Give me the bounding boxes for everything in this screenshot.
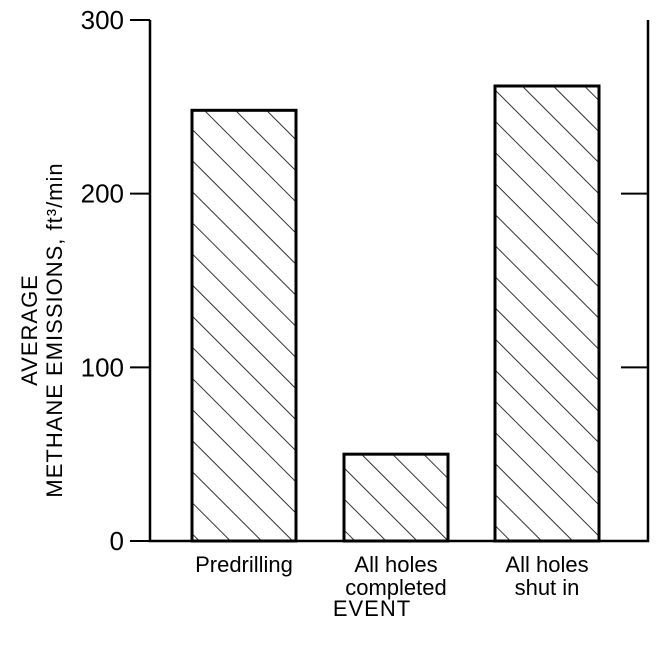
- x-category-label: Predrilling: [195, 552, 293, 577]
- axes: [148, 20, 650, 543]
- x-category-label: All holes: [354, 552, 437, 577]
- bar: [342, 452, 450, 543]
- axis-frame: [148, 20, 650, 543]
- y-tick-label: 300: [81, 5, 124, 35]
- x-axis-title: EVENT: [333, 596, 411, 621]
- x-category-label: completed: [345, 575, 447, 600]
- x-category-label: shut in: [515, 575, 580, 600]
- y-axis-title-line: METHANE EMISSIONS, ft³/min: [42, 162, 67, 497]
- y-axis-title-line: AVERAGE: [17, 274, 42, 386]
- y-tick-label: 100: [81, 352, 124, 382]
- y-axis-title: AVERAGE METHANE EMISSIONS, ft³/min: [17, 162, 67, 497]
- y-ticks: 0 100 200 300: [81, 5, 648, 556]
- y-tick-label: 0: [110, 526, 124, 556]
- bars: [190, 84, 601, 543]
- bar: [493, 84, 601, 543]
- y-tick-label: 200: [81, 179, 124, 209]
- bar: [190, 108, 298, 543]
- x-category-label: All holes: [505, 552, 588, 577]
